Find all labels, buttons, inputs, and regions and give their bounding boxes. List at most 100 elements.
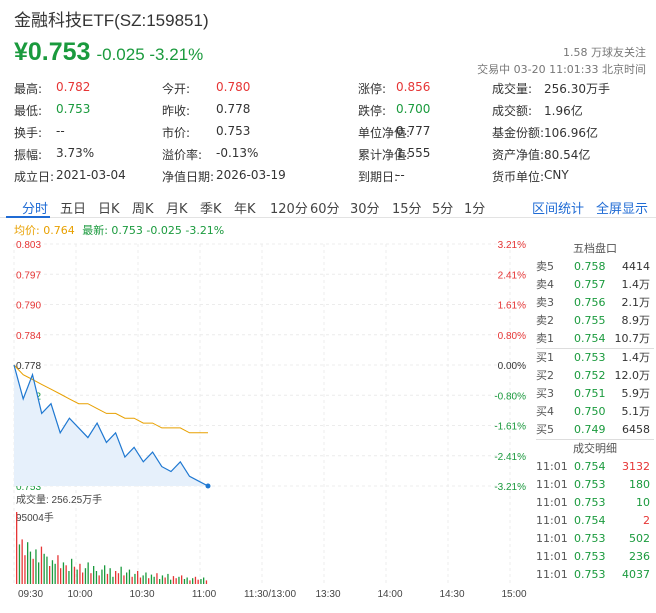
volume-bar (21, 539, 23, 584)
row-volume: 5.1万 (621, 405, 651, 418)
tab-10[interactable]: 15分 (392, 202, 422, 217)
volume-max: 95004手 (16, 511, 54, 524)
trade-volume: 502 (629, 532, 650, 545)
volume-bar (167, 573, 169, 584)
volume-bar (137, 571, 139, 584)
stat-label: 跌停: (358, 104, 387, 118)
volume-bar (43, 553, 45, 584)
price-tick: 0.753 (16, 482, 41, 493)
stat-value: 0.856 (396, 80, 431, 94)
time-tick: 09:30 (18, 589, 43, 600)
row-price: 0.750 (574, 405, 606, 418)
volume-bar (38, 562, 40, 584)
price-area (14, 365, 208, 486)
volume-bar (40, 546, 43, 584)
volume-bar (120, 566, 122, 584)
stat-value: 2021-03-04 (56, 168, 126, 182)
volume-bar (142, 575, 144, 584)
row-volume: 6458 (622, 423, 650, 436)
volume-bar (161, 575, 164, 584)
trade-time: 11:01 (536, 550, 568, 563)
stat-label: 最低: (14, 104, 43, 118)
active-tab-underline (6, 216, 50, 218)
tab-0[interactable]: 分时 (22, 202, 49, 217)
volume-bar (205, 580, 208, 584)
volume-bar (27, 542, 29, 584)
stat-value: -0.13% (216, 146, 259, 160)
trade-volume: 4037 (622, 568, 650, 581)
volume-bar (109, 568, 111, 584)
latest-price-label: 最新: 0.753 -0.025 -3.21% (82, 224, 225, 237)
volume-bar (194, 576, 197, 584)
stat-label: 涨停: (358, 82, 387, 96)
time-tick: 14:00 (377, 589, 402, 600)
range-stats-link[interactable]: 区间统计 (532, 202, 585, 217)
volume-bar (29, 551, 32, 584)
fund-title: 金融科技ETF(SZ:159851) (14, 11, 209, 30)
bid-row: 买3 0.751 5.9万 (536, 385, 654, 403)
tab-2[interactable]: 日K (98, 202, 120, 217)
tab-5[interactable]: 季K (200, 202, 222, 217)
tab-3[interactable]: 周K (132, 202, 154, 217)
trade-volume: 3132 (622, 460, 650, 473)
stat-value: 0.753 (216, 124, 251, 138)
volume-bar (87, 562, 89, 584)
row-price: 0.758 (574, 260, 606, 273)
tab-4[interactable]: 月K (166, 202, 188, 217)
row-price: 0.756 (574, 296, 606, 309)
volume-bar (68, 571, 70, 584)
row-label: 买5 (536, 423, 554, 436)
intraday-chart[interactable]: 0.8030.7970.7900.7840.7780.7720.7660.759… (0, 234, 532, 612)
tab-12[interactable]: 1分 (464, 202, 486, 217)
volume-bar (71, 558, 73, 584)
stat-label: 成交量: (492, 82, 533, 96)
stat-value: 3.73% (56, 146, 95, 160)
time-tick: 11:00 (192, 589, 217, 600)
row-price: 0.751 (574, 387, 606, 400)
ask-row: 卖1 0.754 10.7万 (536, 330, 654, 348)
stat-label: 今开: (162, 82, 191, 96)
row-volume: 4414 (622, 260, 650, 273)
pct-tick: 0.80% (498, 331, 526, 342)
tab-9[interactable]: 30分 (350, 202, 380, 217)
volume-bar (82, 572, 84, 584)
stat-label: 换手: (14, 126, 43, 140)
stat-value: 80.54亿 (544, 148, 591, 162)
tab-7[interactable]: 120分 (270, 202, 308, 217)
row-volume: 5.9万 (621, 387, 651, 400)
stat-label: 货币单位: (492, 170, 545, 184)
tab-11[interactable]: 5分 (432, 202, 454, 217)
trade-price: 0.753 (574, 478, 606, 491)
volume-bar (183, 579, 186, 584)
price-tick: 0.797 (16, 270, 41, 281)
volume-bar (90, 573, 92, 584)
volume-bar (115, 571, 117, 584)
stat-label: 单位净值: (358, 126, 411, 140)
volume-bar (170, 579, 172, 584)
volume-bar (181, 575, 183, 584)
trade-row: 11:01 0.753 4037 (536, 566, 654, 584)
trade-row: 11:01 0.753 10 (536, 494, 654, 512)
trade-price: 0.753 (574, 550, 606, 563)
volume-bar (104, 565, 106, 584)
row-label: 卖4 (536, 278, 554, 291)
time-tick: 14:30 (439, 589, 464, 600)
trades-title: 成交明细 (573, 442, 617, 455)
tab-6[interactable]: 年K (234, 202, 256, 217)
stat-label: 溢价率: (162, 148, 203, 162)
volume-bar (49, 566, 51, 584)
bid-row: 买4 0.750 5.1万 (536, 403, 654, 421)
volume-bar (139, 577, 142, 584)
tab-8[interactable]: 60分 (310, 202, 340, 217)
stat-value: 106.96亿 (544, 126, 598, 140)
tab-1[interactable]: 五日 (60, 202, 87, 217)
volume-bar (175, 578, 177, 584)
avg-line-series (13, 364, 208, 434)
trade-row: 11:01 0.753 180 (536, 476, 654, 494)
ask-row: 卖4 0.757 1.4万 (536, 276, 654, 294)
ask-row: 卖2 0.755 8.9万 (536, 312, 654, 330)
fullscreen-link[interactable]: 全屏显示 (596, 202, 649, 217)
row-volume: 2.1万 (621, 296, 651, 309)
bid-row: 买1 0.753 1.4万 (536, 349, 654, 367)
volume-bar (46, 556, 48, 584)
